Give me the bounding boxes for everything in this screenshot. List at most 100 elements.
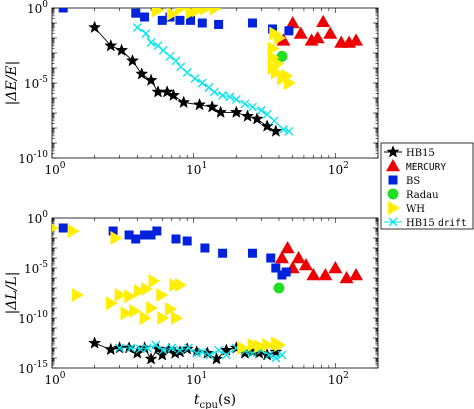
data-point: [58, 223, 68, 233]
data-point: [160, 85, 174, 98]
data-point: [248, 102, 257, 112]
data-point: [192, 97, 207, 111]
data-point: [214, 19, 224, 29]
data-point: [166, 88, 181, 101]
legend-box: [380, 142, 474, 230]
data-point: [274, 251, 289, 264]
x-tick-label: 100: [44, 161, 65, 177]
data-point: [131, 234, 141, 244]
series-radau: [273, 282, 285, 294]
data-point: [104, 342, 118, 356]
data-point: [165, 51, 175, 61]
data-point: [190, 74, 200, 83]
data-point: [278, 124, 288, 134]
data-point: [218, 248, 228, 258]
data-point: [266, 253, 276, 263]
data-point: [204, 83, 214, 92]
data-point: [254, 339, 267, 354]
data-point: [146, 38, 156, 47]
x-tick-label: 102: [328, 161, 349, 177]
legend-label: Radau: [406, 190, 439, 201]
data-point: [184, 343, 194, 353]
data-point: [115, 343, 125, 353]
data-point: [182, 236, 192, 246]
data-point: [269, 345, 283, 358]
data-point: [240, 99, 250, 109]
y-tick-label: 10-15: [18, 360, 48, 376]
data-point: [151, 85, 165, 98]
data-point: [175, 277, 187, 292]
data-point: [157, 15, 167, 25]
legend: HB15 MERCURY BS Radau WH HB15 drift: [380, 142, 474, 230]
data-point: [114, 287, 127, 302]
data-point: [144, 73, 158, 86]
y-tick-label: 10-10: [18, 150, 48, 166]
data-point: [105, 296, 118, 311]
data-point: [175, 8, 187, 16]
data-point: [349, 267, 364, 281]
data-point: [247, 337, 260, 352]
series-bs: [58, 223, 291, 280]
legend-label: BS: [406, 176, 420, 187]
data-point: [132, 23, 142, 32]
legend-label: HB15: [406, 148, 435, 159]
legend-label: HB15 drift: [406, 218, 467, 229]
data-point: [131, 8, 141, 18]
data-point: [270, 65, 283, 80]
data-point: [231, 94, 241, 104]
data-point: [199, 8, 212, 16]
data-point: [133, 284, 146, 299]
data-point: [277, 350, 287, 360]
data-point: [171, 234, 181, 244]
data-point: [141, 29, 151, 38]
data-point: [218, 90, 228, 100]
legend-label: MERCURY: [406, 162, 446, 173]
data-point: [209, 87, 219, 97]
data-point: [281, 68, 294, 83]
data-point: [200, 243, 210, 253]
data-point: [274, 31, 286, 45]
data-point: [269, 124, 283, 137]
x-tick-label: 101: [186, 161, 207, 177]
data-point: [171, 311, 183, 325]
data-point: [328, 261, 343, 274]
y-tick-label: 100: [27, 210, 48, 226]
data-point: [273, 282, 285, 294]
data-point: [264, 350, 274, 360]
data-point: [237, 341, 250, 355]
data-point: [229, 105, 243, 118]
data-point: [124, 230, 134, 240]
data-point: [151, 8, 164, 18]
data-point: [269, 116, 279, 126]
data-point: [52, 223, 59, 233]
data-point: [139, 311, 152, 325]
data-point: [250, 112, 264, 125]
data-point: [197, 78, 207, 88]
legend-marker: [386, 145, 400, 158]
data-point: [197, 18, 207, 28]
data-point: [221, 350, 231, 360]
y-tick-label: 10-5: [24, 260, 48, 276]
x-tick-label: 101: [186, 371, 207, 387]
data-point: [214, 105, 228, 118]
data-point: [167, 343, 177, 353]
data-point: [140, 230, 150, 240]
data-point: [173, 345, 187, 358]
series-hb15-drift: [115, 340, 287, 363]
data-point: [140, 12, 150, 22]
data-point: [146, 301, 159, 315]
data-point: [146, 230, 156, 240]
data-point: [151, 340, 161, 350]
data-point: [148, 274, 161, 289]
data-point: [274, 337, 286, 352]
data-point: [209, 8, 222, 16]
data-point: [126, 343, 136, 353]
data-point: [166, 8, 179, 21]
series-wh: [151, 8, 296, 90]
data-point: [125, 53, 140, 67]
data-point: [323, 26, 338, 39]
data-point: [284, 126, 294, 136]
data-point: [157, 311, 170, 325]
data-point: [271, 353, 281, 363]
series-radau: [276, 50, 288, 62]
